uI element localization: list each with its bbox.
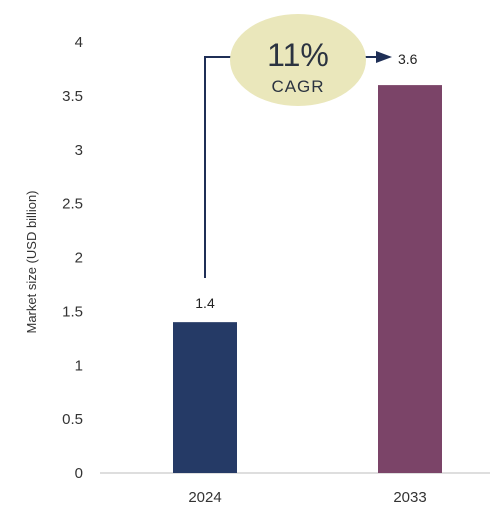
- cagr-value: 11%: [267, 37, 329, 73]
- cagr-bubble: [230, 14, 366, 106]
- y-tick-label: 3: [75, 142, 83, 159]
- cagr-arrow-head: [376, 51, 392, 63]
- y-tick-label: 0.5: [62, 411, 83, 428]
- x-tick-labels: 2024 2033: [188, 489, 426, 506]
- x-tick-label: 2033: [393, 489, 426, 506]
- y-tick-label: 2.5: [62, 196, 83, 213]
- data-label: 1.4: [195, 295, 215, 311]
- bar-2024: [173, 322, 237, 473]
- data-label: 3.6: [398, 51, 418, 67]
- y-tick-label: 4: [75, 34, 83, 51]
- y-tick-label: 1: [75, 357, 83, 374]
- cagr-annotation: 11% CAGR: [204, 14, 392, 278]
- y-tick-labels: 0 0.5 1 1.5 2 2.5 3 3.5 4: [62, 34, 83, 482]
- y-tick-label: 2: [75, 250, 83, 267]
- y-axis-label: Market size (USD billion): [24, 190, 39, 333]
- y-tick-label: 0: [75, 465, 83, 482]
- cagr-label: CAGR: [271, 77, 324, 96]
- x-tick-label: 2024: [188, 489, 221, 506]
- y-tick-label: 1.5: [62, 303, 83, 320]
- bars: [173, 85, 442, 473]
- y-tick-label: 3.5: [62, 88, 83, 105]
- data-labels: 1.4 3.6: [195, 51, 417, 311]
- bar-2033: [378, 85, 442, 473]
